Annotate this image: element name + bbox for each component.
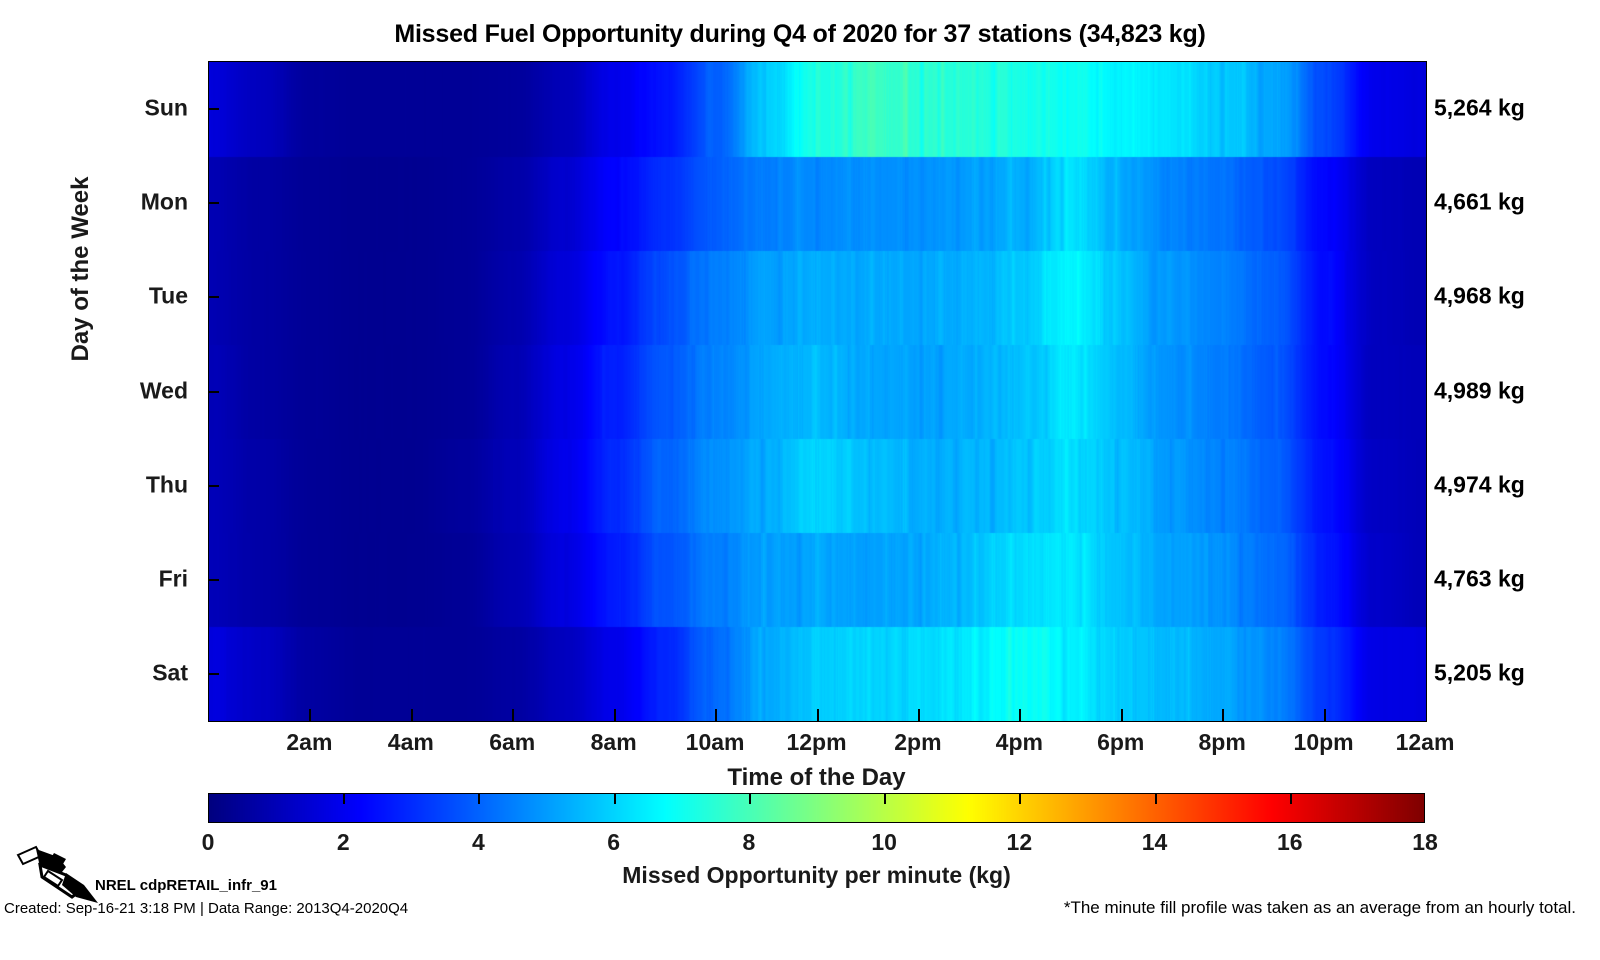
- colorbar-tick-mark: [613, 793, 616, 804]
- colorbar-tick-label-16: 16: [1276, 829, 1303, 855]
- y-tick-mark: [208, 108, 219, 111]
- x-tick-mark: [816, 709, 819, 721]
- heatmap-plot-area: [208, 61, 1427, 722]
- x-tick-label-4pm: 4pm: [995, 729, 1043, 755]
- x-tick-label-4am: 4am: [387, 729, 434, 755]
- row-total-thu: 4,974 kg: [1434, 471, 1525, 498]
- colorbar-tick-label-12: 12: [1006, 829, 1033, 855]
- x-tick-mark: [309, 709, 312, 721]
- x-tick-label-6pm: 6pm: [1097, 729, 1145, 755]
- x-tick-label-10am: 10am: [685, 729, 745, 755]
- x-tick-mark: [715, 709, 718, 721]
- x-tick-label-12pm: 12pm: [786, 729, 847, 755]
- x-tick-mark: [1323, 709, 1326, 721]
- nrel-chart-id: NREL cdpRETAIL_infr_91: [95, 877, 277, 894]
- row-total-sun: 5,264 kg: [1434, 94, 1525, 121]
- x-tick-mark: [1019, 709, 1022, 721]
- y-tick-mark: [208, 296, 219, 299]
- colorbar: [208, 793, 1425, 823]
- x-tick-label-2pm: 2pm: [894, 729, 942, 755]
- x-tick-label-12am: 12am: [1395, 729, 1455, 755]
- colorbar-tick-mark: [1289, 793, 1292, 804]
- page-title: Missed Fuel Opportunity during Q4 of 202…: [394, 20, 1206, 48]
- x-tick-mark: [613, 709, 616, 721]
- y-tick-mark: [208, 578, 219, 581]
- x-tick-mark: [1120, 709, 1123, 721]
- colorbar-tick-label-18: 18: [1412, 829, 1438, 855]
- colorbar-title: Missed Opportunity per minute (kg): [622, 862, 1011, 888]
- x-tick-label-6am: 6am: [489, 729, 536, 755]
- y-tick-label-sat: Sat: [152, 659, 188, 686]
- colorbar-tick-label-0: 0: [201, 829, 215, 855]
- colorbar-tick-label-2: 2: [336, 829, 350, 855]
- colorbar-tick-label-10: 10: [871, 829, 897, 855]
- heatmap-canvas: [209, 62, 1426, 721]
- colorbar-tick-label-6: 6: [607, 829, 621, 855]
- y-tick-label-tue: Tue: [148, 282, 188, 309]
- colorbar-tick-mark: [884, 793, 887, 804]
- colorbar-tick-label-14: 14: [1141, 829, 1168, 855]
- y-tick-mark: [208, 202, 219, 205]
- x-tick-mark: [1222, 709, 1225, 721]
- row-total-sat: 5,205 kg: [1434, 659, 1525, 686]
- colorbar-tick-mark: [478, 793, 481, 804]
- y-tick-label-wed: Wed: [139, 377, 188, 403]
- x-tick-label-10pm: 10pm: [1293, 729, 1354, 755]
- fuel-nozzle-icon: [16, 845, 98, 903]
- y-tick-mark: [208, 672, 219, 675]
- colorbar-tick-mark: [1154, 793, 1157, 804]
- created-timestamp: Created: Sep-16-21 3:18 PM | Data Range:…: [4, 900, 409, 917]
- y-axis-title: Day of the Week: [67, 176, 94, 362]
- y-tick-mark: [208, 390, 219, 393]
- row-total-mon: 4,661 kg: [1434, 188, 1525, 215]
- x-tick-mark: [410, 709, 413, 721]
- colorbar-tick-label-8: 8: [742, 829, 756, 855]
- y-tick-label-fri: Fri: [158, 565, 188, 592]
- x-axis-title: Time of the Day: [727, 764, 906, 791]
- y-tick-label-mon: Mon: [140, 188, 188, 215]
- x-tick-label-8pm: 8pm: [1198, 729, 1246, 755]
- row-total-wed: 4,989 kg: [1434, 377, 1525, 403]
- x-tick-label-8am: 8am: [590, 729, 637, 755]
- colorbar-tick-mark: [343, 793, 346, 804]
- y-tick-label-thu: Thu: [145, 471, 188, 498]
- y-tick-mark: [208, 484, 219, 487]
- colorbar-tick-mark: [748, 793, 751, 804]
- x-tick-mark: [917, 709, 920, 721]
- y-tick-label-sun: Sun: [144, 94, 188, 121]
- x-tick-mark: [512, 709, 515, 721]
- colorbar-gradient: [208, 793, 1425, 823]
- row-total-fri: 4,763 kg: [1434, 565, 1525, 592]
- colorbar-tick-label-4: 4: [472, 829, 485, 855]
- row-total-tue: 4,968 kg: [1434, 282, 1525, 309]
- x-tick-label-2am: 2am: [286, 729, 333, 755]
- colorbar-tick-mark: [1019, 793, 1022, 804]
- footnote: *The minute fill profile was taken as an…: [1063, 898, 1576, 917]
